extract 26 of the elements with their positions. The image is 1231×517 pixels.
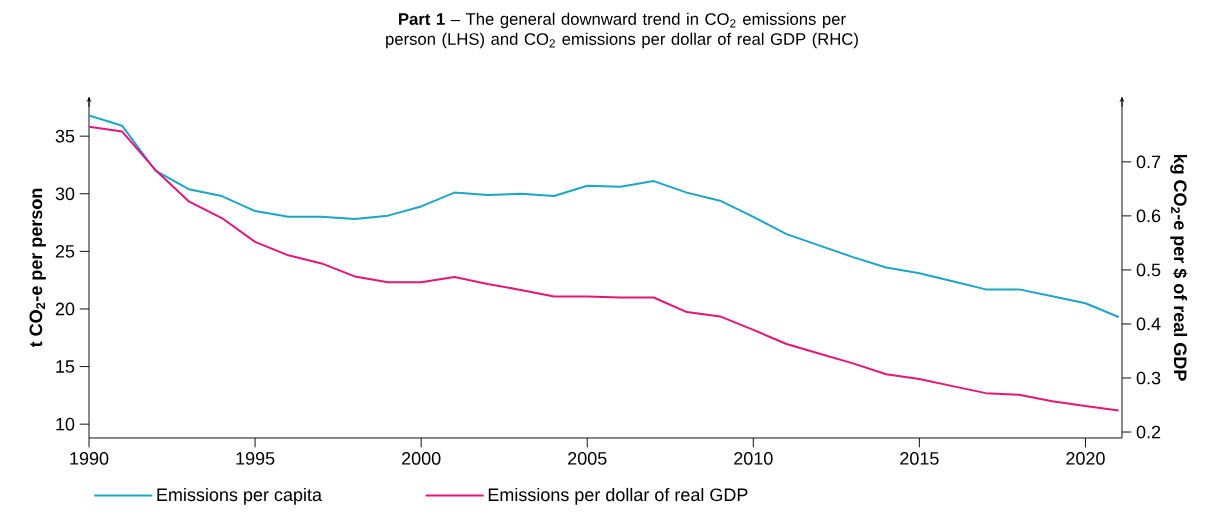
x-tick-label: 1995 (236, 452, 275, 465)
y2-tick-label: 0.4 (1136, 317, 1161, 331)
x-tick-label: 2000 (402, 452, 441, 465)
x-tick-label: 1990 (70, 452, 109, 465)
x-tick-label: 2015 (900, 452, 939, 465)
x-tick-label: 2005 (568, 452, 607, 465)
y2-tick-label: 0.5 (1136, 263, 1161, 277)
chart-title: Part 1 – The general downward trend in CO$_{2}$ emissions per person (LHS) and CO$_{2}$ emissions per dollar of real GDP (RHC) (386, 12, 858, 49)
line-series (89, 125, 1120, 412)
y-tick-label: 30 (55, 187, 75, 201)
legend-label: Emissions per dollar of real GDP (488, 487, 748, 505)
y-axis-title: t CO$_{2}$-e per person (29, 188, 46, 348)
x-tick-label: 2010 (734, 452, 773, 465)
y2-tick-label: 0.2 (1136, 425, 1161, 439)
y-tick-label: 15 (56, 360, 75, 373)
y2-tick-label: 0.3 (1136, 371, 1161, 385)
legend-label: Emissions per capita (157, 487, 322, 505)
y-tick-label: 35 (55, 129, 75, 143)
y-tick-label: 20 (55, 302, 75, 316)
y-tick-label: 10 (56, 417, 75, 431)
y2-axis-title: kg CO$_{2}$-e per $ of real GDP (1170, 154, 1188, 381)
line-series (89, 114, 1120, 319)
y2-tick-label: 0.6 (1136, 209, 1161, 223)
y-tick-label: 25 (55, 244, 75, 258)
y2-tick-label: 0.7 (1136, 155, 1161, 169)
x-tick-label: 2020 (1066, 452, 1105, 465)
